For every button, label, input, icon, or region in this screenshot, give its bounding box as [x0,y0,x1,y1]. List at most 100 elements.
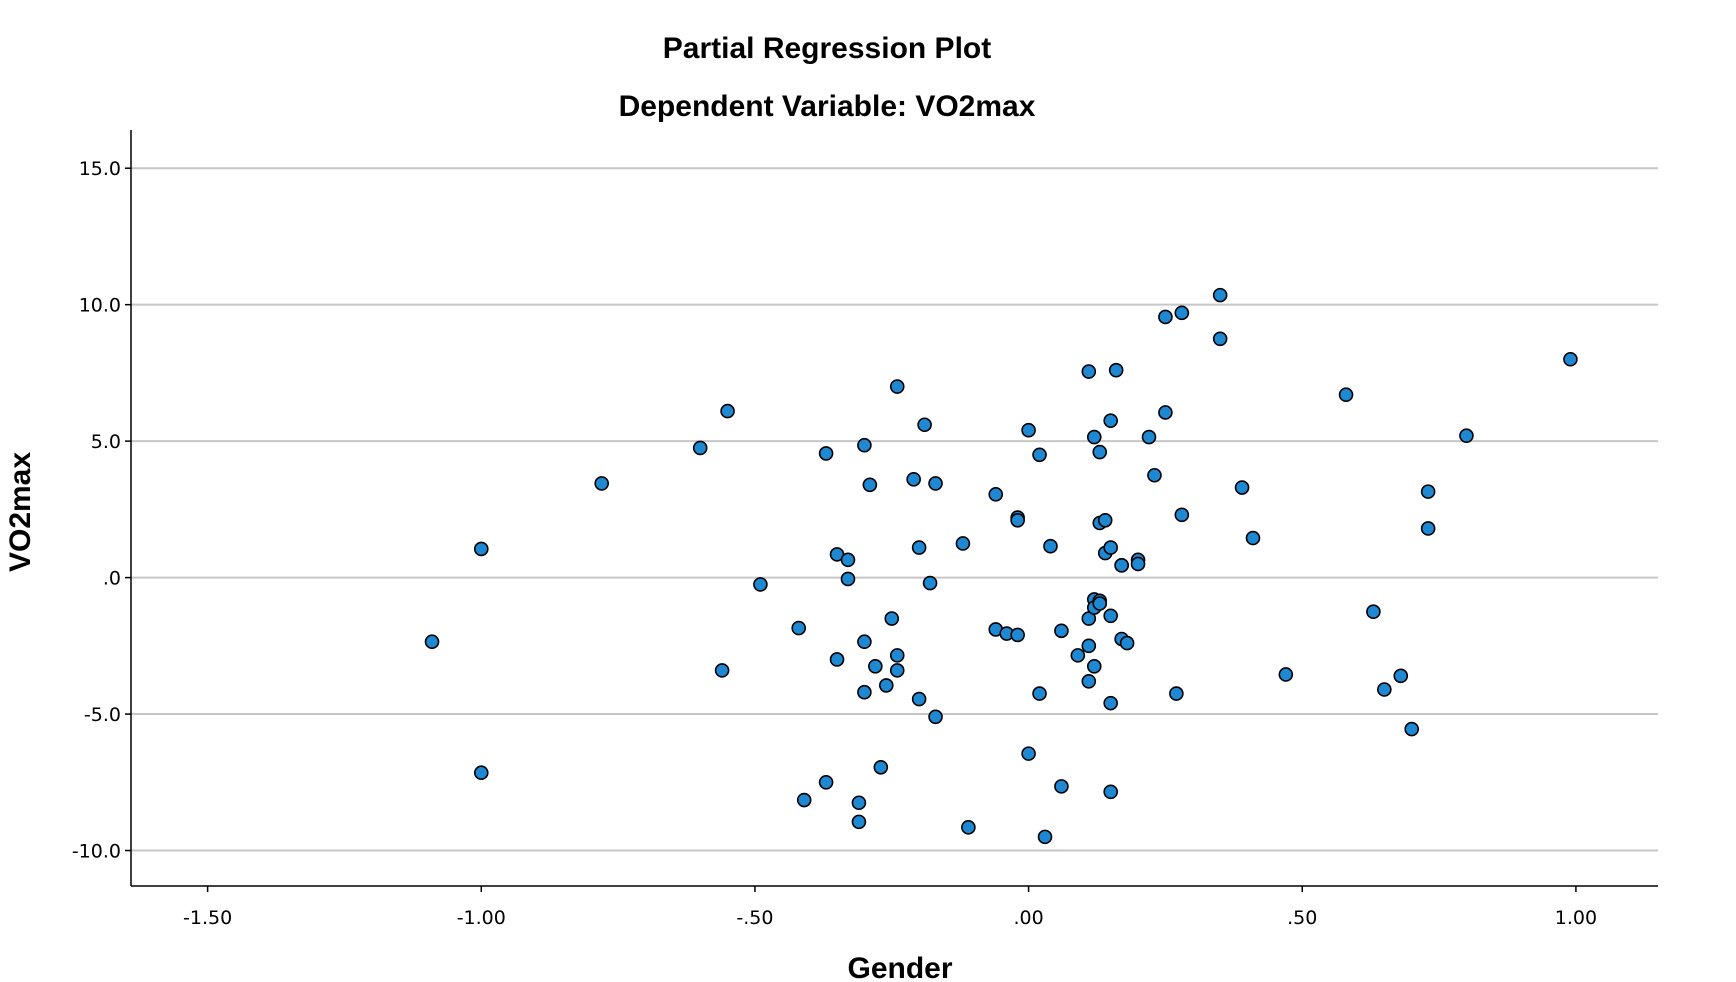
data-point [906,472,921,487]
data-point [1420,521,1436,536]
data-point [1032,447,1047,463]
data-point [917,417,932,433]
data-point [1404,721,1420,737]
data-points [424,287,1578,845]
data-point [829,652,845,667]
data-point [714,663,730,678]
data-point [1032,686,1047,701]
data-point [928,709,943,725]
x-tick-label: -1.50 [183,907,232,929]
data-point [1459,428,1474,443]
data-point [818,774,834,790]
data-point [1081,638,1097,654]
data-point [473,765,489,781]
x-tick-label: .50 [1287,907,1317,929]
data-point [1158,309,1173,325]
data-point [840,571,856,587]
data-point [851,814,867,830]
y-tick-label: 10.0 [79,295,121,317]
data-point [911,691,927,707]
data-point [1070,648,1086,663]
chart-title: Partial Regression Plot [663,32,991,65]
data-point [1119,635,1135,651]
data-point [1338,387,1354,403]
data-point [1097,512,1113,528]
y-tick-label: -10.0 [72,841,121,863]
data-point [1377,682,1392,697]
data-point [1420,484,1436,499]
y-axis-title: VO2max [4,452,37,572]
data-point [1043,538,1058,554]
data-point [1086,658,1102,674]
data-point [753,577,768,592]
x-tick-label: 1.00 [1555,907,1597,929]
data-point [720,403,735,419]
data-point [873,759,889,775]
data-point [955,536,971,551]
data-point [1103,784,1118,800]
data-point [868,658,883,674]
data-point [1103,540,1118,555]
data-point [1103,608,1118,624]
chart-subtitle: Dependent Variable: VO2max [619,90,1036,123]
y-tick-label: 15.0 [79,158,121,180]
x-axis-title: Gender [847,952,952,982]
data-point [424,634,440,650]
data-point [1141,429,1157,445]
data-point [1174,305,1190,321]
data-point [1393,668,1409,684]
x-axis-ticks: -1.50 -1.00 -.50 .00 .50 1.00 [183,886,1597,929]
data-point [1174,507,1190,523]
data-point [857,634,872,650]
data-point [851,795,867,811]
data-point [1169,686,1184,701]
data-point [1147,467,1162,483]
x-tick-label: -1.00 [457,907,506,929]
data-point [1021,746,1036,761]
data-point [1010,627,1025,643]
gridlines [131,167,1658,852]
data-point [884,611,900,626]
data-point [911,540,927,555]
data-point [928,476,943,491]
y-tick-label: -5.0 [84,704,121,726]
x-tick-label: .00 [1013,907,1043,929]
data-point [1108,362,1124,378]
data-point [1212,331,1228,347]
data-point [1563,351,1578,367]
y-tick-label: 5.0 [91,431,121,453]
data-point [1054,779,1069,794]
data-point [961,820,976,835]
data-point [889,663,905,678]
data-point [988,487,1004,502]
data-point [1130,556,1146,572]
data-point [1010,512,1025,528]
data-point [1086,429,1102,445]
data-point [878,678,894,693]
x-tick-label: -.50 [736,907,773,929]
data-point [1092,444,1108,460]
data-point [791,620,807,636]
data-point [1103,695,1118,711]
data-point [1081,674,1097,689]
data-point [1234,480,1250,495]
data-point [889,648,905,663]
data-point [796,792,812,808]
data-point [1158,405,1173,420]
data-point [473,541,489,557]
y-axis-ticks: -10.0 -5.0 .0 5.0 10.0 15.0 [72,158,131,863]
data-point [857,684,872,700]
data-point [922,575,938,591]
data-point [594,476,609,491]
y-tick-label: .0 [103,568,121,590]
data-point [1054,623,1069,639]
data-point [889,379,905,394]
data-point [1103,413,1118,428]
data-point [1037,829,1053,845]
data-point [1092,596,1108,611]
data-point [840,552,856,568]
data-point [1278,667,1294,682]
data-point [1212,287,1228,303]
data-point [1114,558,1129,573]
